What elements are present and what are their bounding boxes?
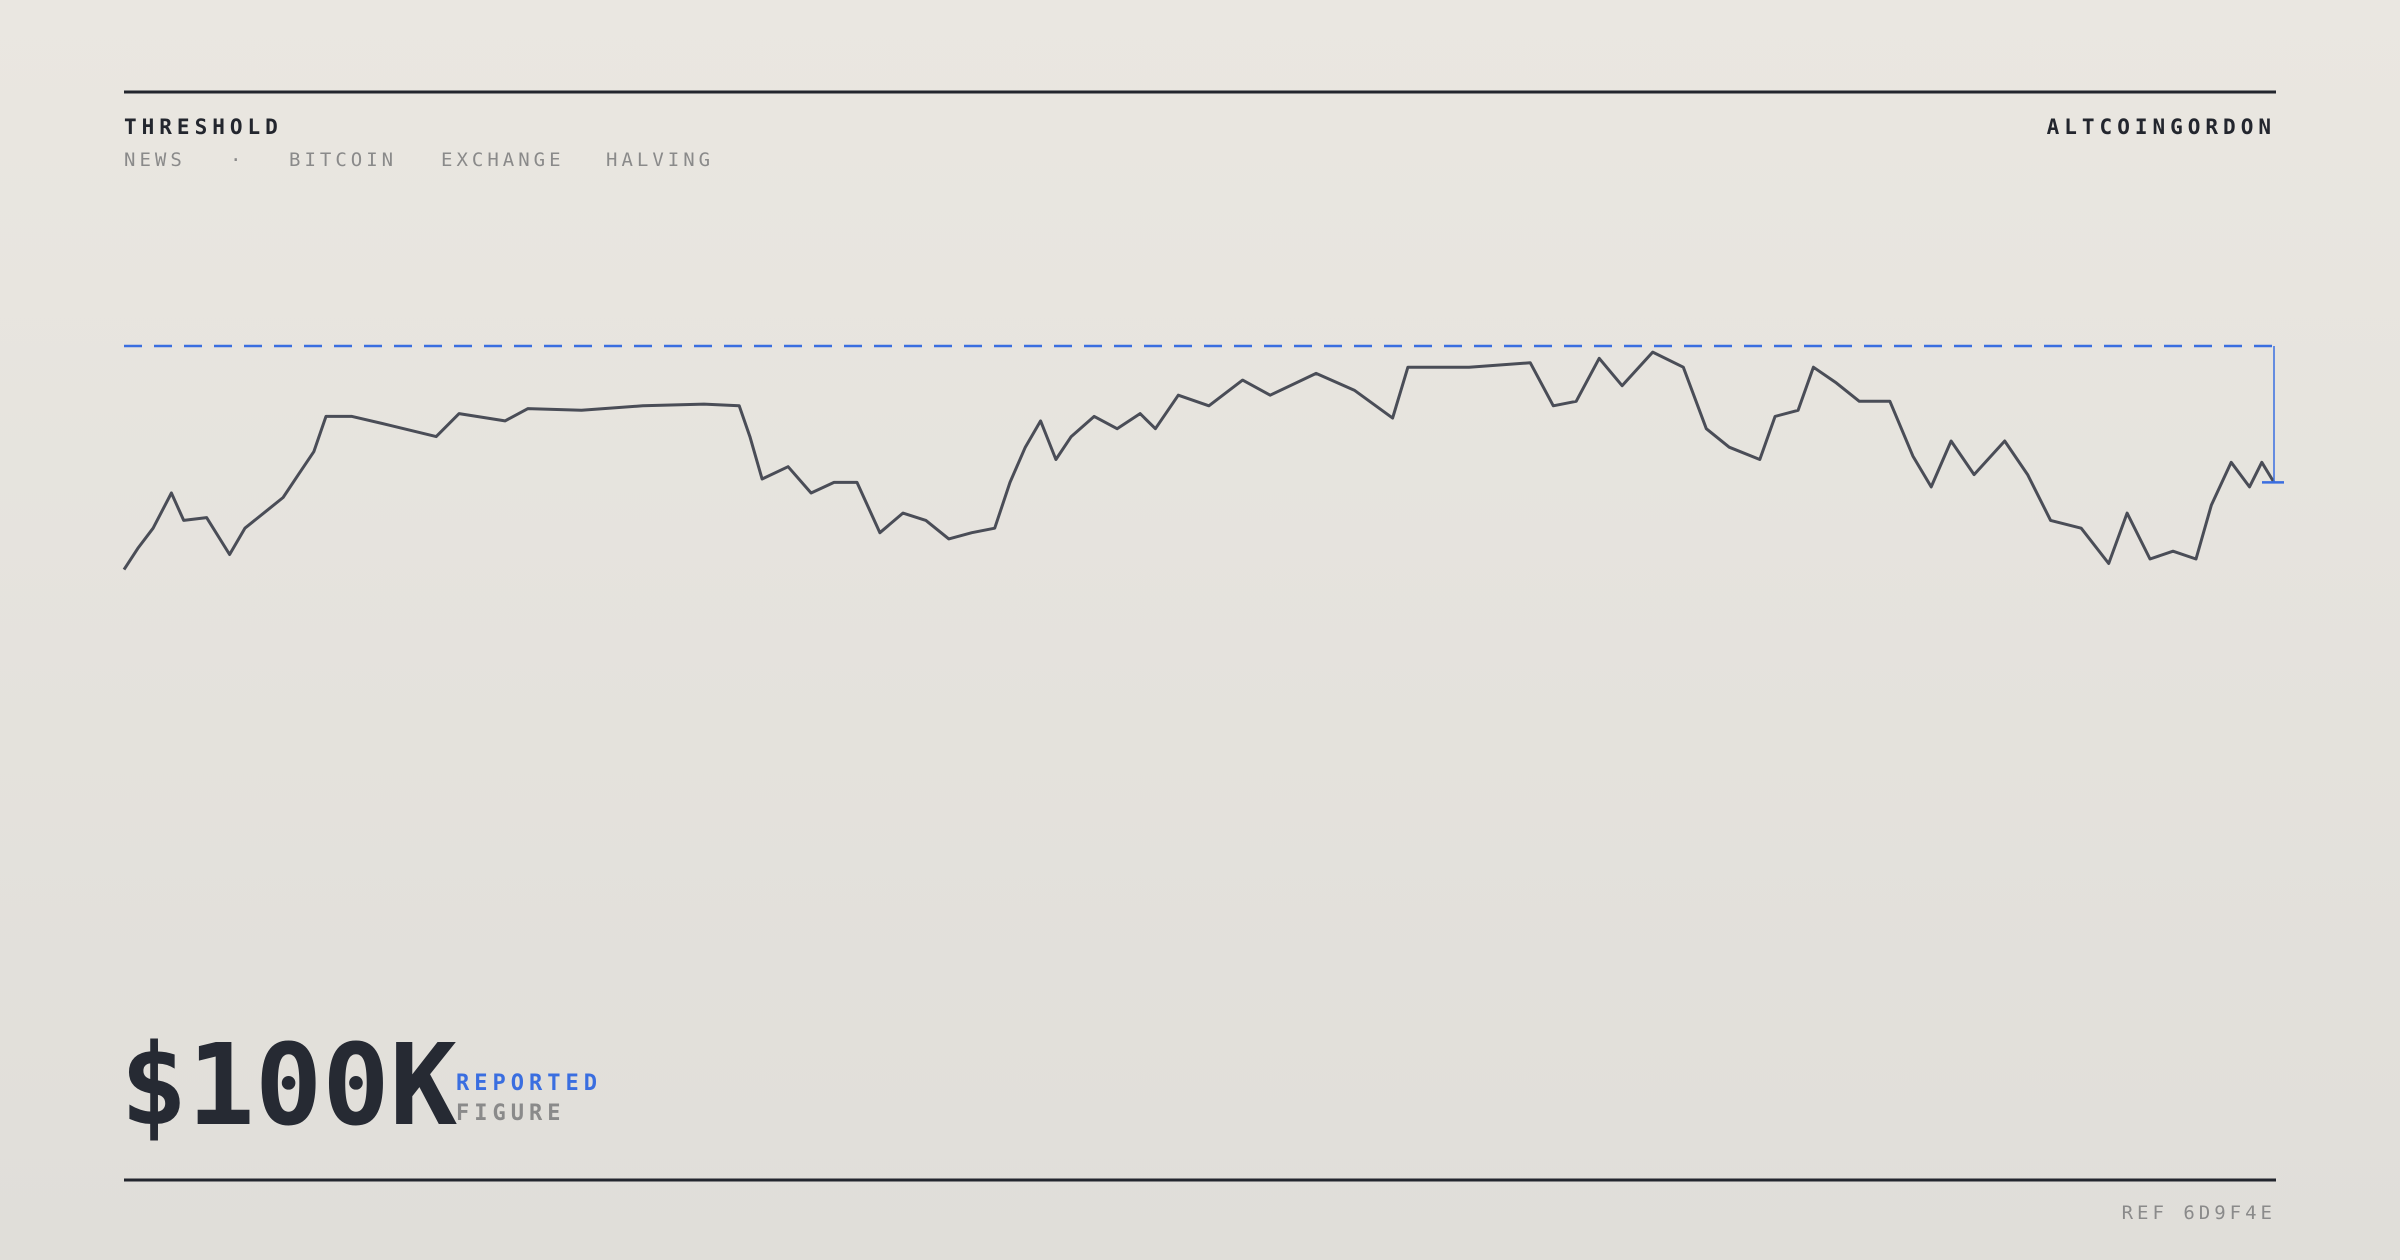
nav-item: HALVING — [606, 149, 714, 171]
price-line — [122, 350, 2276, 571]
account: ALTCOINGORDON — [2047, 115, 2276, 139]
figure-label: REPORTED — [456, 1071, 602, 1096]
chart — [122, 344, 2284, 571]
nav-item: BITCOIN — [289, 149, 397, 171]
nav-item: NEWS — [124, 149, 186, 171]
nav: NEWS · BITCOIN EXCHANGE HALVING — [124, 149, 714, 171]
brand: THRESHOLD — [124, 115, 283, 139]
figure-value: $100K — [120, 1021, 457, 1151]
nav-item: EXCHANGE — [441, 149, 565, 171]
nav-item: · — [230, 149, 245, 171]
figure-sublabel: FIGURE — [456, 1101, 565, 1126]
ref: REF 6D9F4E — [2122, 1202, 2276, 1224]
